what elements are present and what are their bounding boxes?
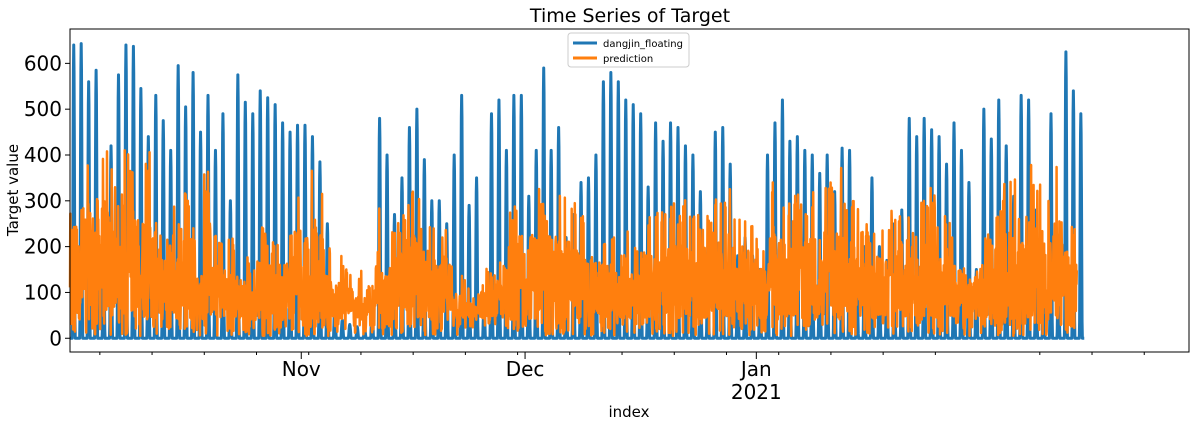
chart-title: Time Series of Target (529, 5, 730, 27)
legend-label-dangjin-floating: dangjin_floating (603, 39, 683, 50)
y-axis: 0 100 200 300 400 500 600 (24, 51, 70, 350)
series-layer (68, 42, 1086, 340)
y-tick-label: 0 (49, 326, 62, 350)
y-tick-label: 100 (24, 280, 62, 304)
y-tick-label: 200 (24, 235, 62, 259)
legend-label-prediction: prediction (603, 54, 653, 65)
x-tick-label: Jan (739, 357, 772, 381)
legend-box (567, 32, 690, 68)
series-line-prediction (68, 149, 1079, 338)
x-tick-sublabel: 2021 (731, 380, 782, 404)
x-tick-label: Nov (282, 357, 321, 381)
x-axis-label: index (608, 403, 649, 421)
y-tick-label: 300 (24, 189, 62, 213)
plot-frame (69, 28, 1190, 353)
plot-area (68, 28, 1190, 353)
y-tick-label: 500 (24, 97, 62, 121)
x-tick-label: Dec (506, 357, 545, 381)
y-tick-label: 400 (24, 143, 62, 167)
y-tick-label: 600 (24, 51, 62, 75)
y-axis-label: Target value (4, 144, 22, 237)
legend: dangjin_floating prediction (567, 32, 690, 68)
